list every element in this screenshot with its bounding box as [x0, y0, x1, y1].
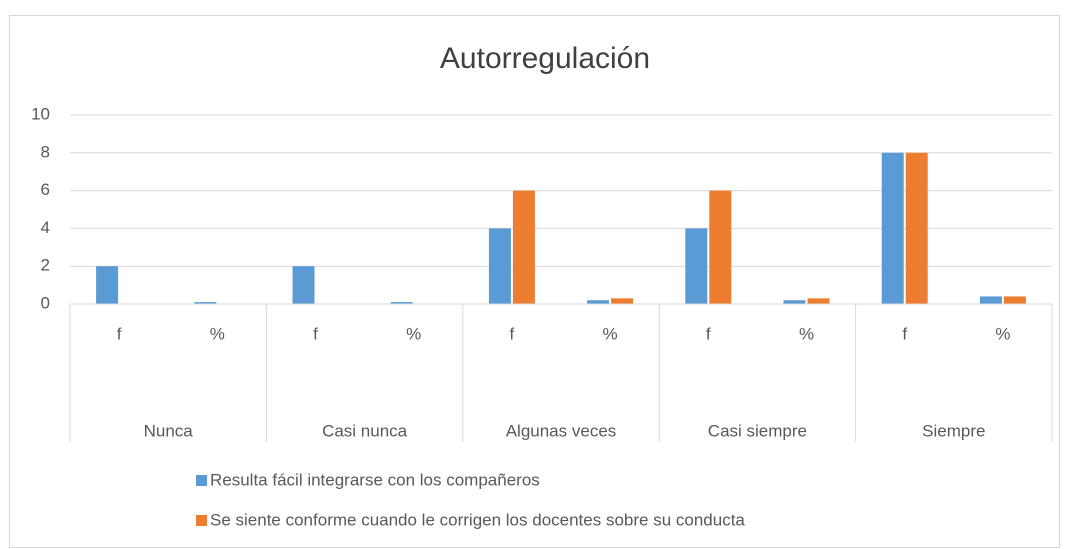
bar: [881, 152, 904, 304]
x-tick-label: f: [902, 324, 907, 343]
x-tick-label: f: [117, 324, 122, 343]
x-tick-label: %: [406, 324, 421, 343]
group-label: Nunca: [144, 421, 194, 440]
bar: [390, 302, 413, 304]
bar: [783, 300, 806, 304]
x-tick-label: %: [603, 324, 618, 343]
bar: [292, 266, 315, 304]
bar: [905, 152, 928, 304]
legend-swatch: [196, 515, 207, 526]
bar: [488, 228, 511, 304]
bar: [709, 190, 732, 304]
y-tick-label: 0: [41, 293, 50, 312]
legend-label: Se siente conforme cuando le corrigen lo…: [210, 510, 745, 529]
bar: [587, 300, 610, 304]
group-label: Siempre: [922, 421, 985, 440]
chart-title: Autorregulación: [440, 42, 650, 75]
x-tick-label: %: [799, 324, 814, 343]
group-label: Algunas veces: [506, 421, 617, 440]
bar: [1003, 296, 1026, 304]
x-tick-label: f: [706, 324, 711, 343]
x-tick-label: %: [210, 324, 225, 343]
y-tick-label: 4: [41, 218, 50, 237]
y-tick-label: 6: [41, 180, 50, 199]
bar: [611, 298, 634, 304]
x-tick-label: %: [995, 324, 1010, 343]
bar: [96, 266, 119, 304]
bar: [979, 296, 1002, 304]
bar: [512, 190, 535, 304]
legend-swatch: [196, 475, 207, 486]
y-tick-label: 10: [31, 104, 50, 123]
x-tick-label: f: [313, 324, 318, 343]
x-tick-label: f: [510, 324, 515, 343]
bar: [685, 228, 708, 304]
bar: [194, 302, 217, 304]
legend-label: Resulta fácil integrarse con los compañe…: [210, 470, 540, 489]
group-label: Casi nunca: [322, 421, 408, 440]
group-label: Casi siempre: [708, 421, 807, 440]
bar: [807, 298, 830, 304]
y-tick-label: 2: [41, 256, 50, 275]
y-tick-label: 8: [41, 142, 50, 161]
